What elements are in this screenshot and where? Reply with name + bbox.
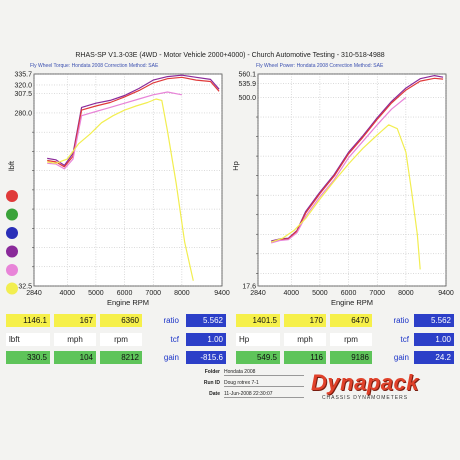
date-label: Date (209, 391, 220, 397)
torque-x-tick-label: 4000 (59, 290, 75, 297)
date-value: 11-Jun-2008 22:30:07 (224, 391, 304, 398)
right-rpm-max-value: 6470 (330, 314, 372, 327)
torque-x-tick-label: 2840 (26, 290, 42, 297)
right-ratio-value: 5.562 (414, 314, 454, 327)
run-info: Folder Hondata 2008 Run ID Doug rotrex 7… (172, 368, 452, 404)
sheet-title: RHAS-SP V1.3-03E (4WD - Motor Vehicle 20… (75, 52, 385, 59)
power-series-line-3 (271, 124, 421, 270)
power-series-line-2 (271, 97, 407, 244)
torque-y-tick-label: 280.0 (14, 110, 32, 117)
left-unit-rpm: rpm (100, 333, 142, 346)
torque-x-tick-label: 7000 (145, 290, 161, 297)
right-peak-rpm-value: 9186 (330, 351, 372, 364)
power-x-tick-label: 6000 (341, 290, 357, 297)
right-tcf-value: 1.00 (414, 333, 454, 346)
left-gain-label: gain (163, 353, 179, 362)
torque-series-line-0 (47, 74, 220, 167)
left-tcf-label: tcf (170, 335, 179, 344)
logo-wordmark: Dynapack (311, 370, 419, 395)
legend-swatch-pink (6, 264, 18, 276)
right-speed-max-value: 170 (284, 314, 326, 327)
power-x-tick-label: 4000 (283, 290, 299, 297)
torque-chart: 32.5 280.0 307.5 320.0 335.7 2840 4000 5000 6000… (8, 72, 230, 308)
torque-y-tick-label: 335.7 (14, 72, 32, 79)
right-gain-label: gain (393, 353, 409, 362)
power-y-tick-label: 560.1 (238, 72, 256, 79)
power-x-tick-label: 5000 (312, 290, 328, 297)
run-id-label: Run ID (203, 380, 220, 386)
folder-label: Folder (204, 369, 220, 375)
torque-y-tick-label: 307.5 (14, 91, 32, 98)
legend-swatch-purple (6, 245, 18, 258)
left-ratio-value: 5.562 (186, 314, 226, 327)
torque-plot-area (33, 73, 223, 287)
right-unit-rpm: rpm (330, 333, 372, 346)
right-power-area-value: 1401.5 (236, 314, 280, 327)
logo-subtitle: CHASSIS DYNAMOMETERS (321, 395, 409, 401)
run-color-legend (6, 190, 18, 295)
legend-swatch-blue (6, 227, 18, 239)
torque-y-axis-label: lbft (8, 160, 16, 171)
torque-x-axis-label: Engine RPM (107, 298, 149, 307)
folder-value: Hondata 2008 (224, 369, 304, 376)
right-peak-speed-value: 116 (284, 351, 326, 364)
left-peak-rpm-value: 8212 (100, 351, 142, 364)
left-gain-value: -815.6 (186, 351, 226, 364)
left-torque-area-value: 1146.1 (6, 314, 50, 327)
left-tcf-value: 1.00 (186, 333, 226, 346)
power-y-tick-label: 535.9 (238, 81, 256, 88)
legend-swatch-red (6, 190, 18, 202)
power-chart: 17.6 500.0 535.9 560.1 2840 4000 5000 6000 7000 8… (232, 72, 454, 308)
power-x-tick-label: 2840 (250, 290, 266, 297)
torque-y-tick-label: 320.0 (14, 82, 32, 89)
legend-swatch-green (6, 208, 18, 221)
dynapack-logo: Dynapack CHASSIS DYNAMOMETERS (290, 370, 440, 404)
torque-series-line-2 (47, 91, 183, 170)
run-id-value: Doug rotrex 7-1 (224, 380, 304, 387)
left-speed-max-value: 167 (54, 314, 96, 327)
right-ratio-label: ratio (393, 316, 409, 325)
torque-x-tick-label: 5000 (88, 290, 104, 297)
torque-x-tick-label: 6000 (117, 290, 133, 297)
power-x-axis-label: Engine RPM (331, 298, 373, 307)
right-unit-hp: Hp (236, 333, 280, 346)
right-gain-value: 24.2 (414, 351, 454, 364)
left-unit-lbft: lbft (6, 333, 50, 346)
left-peak-speed-value: 104 (54, 351, 96, 364)
torque-series-line-1 (47, 76, 220, 168)
left-rpm-max-value: 6360 (100, 314, 142, 327)
right-unit-mph: mph (284, 333, 326, 346)
power-x-tick-label: 8000 (398, 290, 414, 297)
right-tcf-label: tcf (400, 335, 409, 344)
power-plot-area (257, 73, 447, 287)
torque-series-line-3 (47, 98, 194, 281)
right-peak-power-value: 549.5 (236, 351, 280, 364)
legend-swatch-yellow (6, 282, 18, 295)
power-y-axis-label: Hp (232, 161, 240, 171)
power-x-tick-label: 9400 (438, 290, 454, 297)
power-series-line-1 (271, 77, 444, 243)
left-peak-torque-value: 330.5 (6, 351, 50, 364)
torque-y-tick-label: 32.5 (18, 284, 32, 291)
torque-subheader: Fly Wheel Torque: Hondata 2008 Correctio… (30, 63, 159, 69)
power-y-tick-label: 500.0 (238, 95, 256, 102)
power-x-tick-label: 7000 (369, 290, 385, 297)
power-y-tick-label: 17.6 (242, 284, 256, 291)
torque-x-tick-label: 9400 (214, 290, 230, 297)
torque-x-tick-label: 8000 (174, 290, 190, 297)
readout-panel: 1146.1 167 6360 ratio 5.562 lbft mph rpm… (0, 312, 460, 368)
left-ratio-label: ratio (163, 316, 179, 325)
power-subheader: Fly Wheel Power: Hondata 2008 Correction… (256, 63, 384, 69)
left-unit-mph: mph (54, 333, 96, 346)
